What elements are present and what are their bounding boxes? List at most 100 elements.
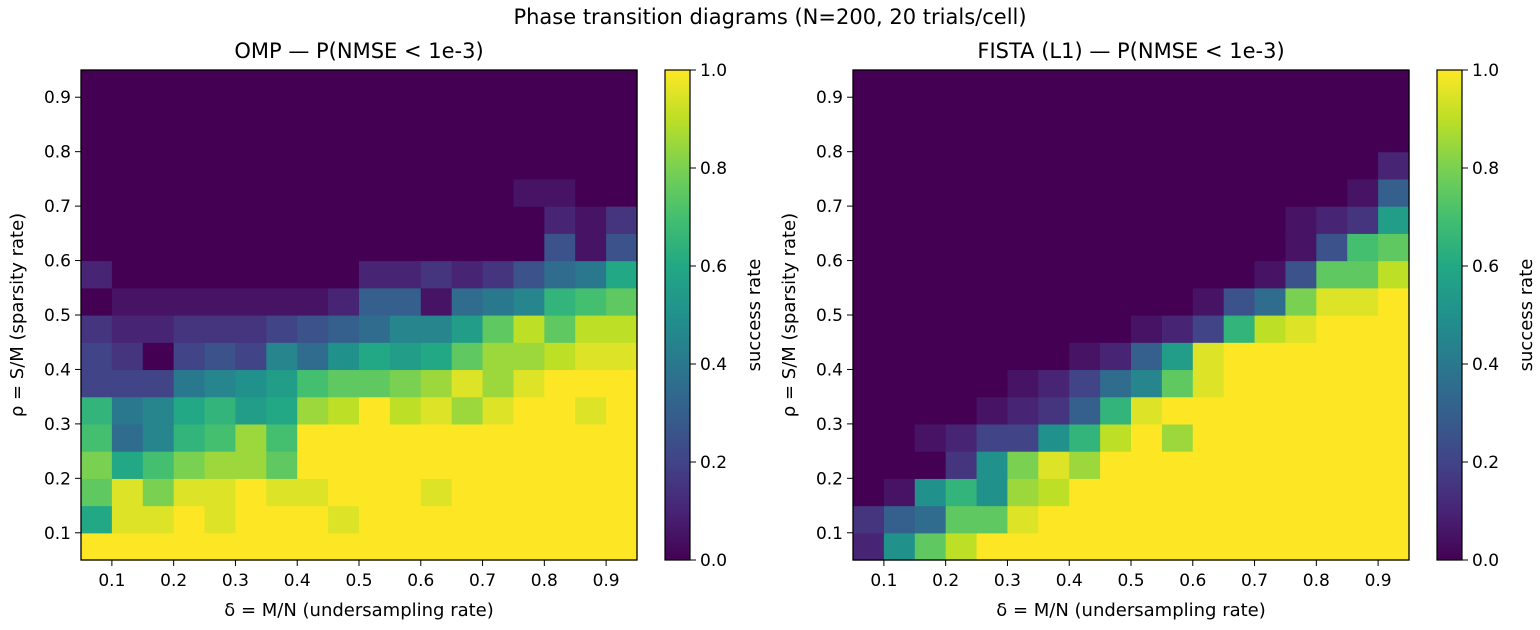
- heatmap-cell: [389, 178, 422, 207]
- heatmap-cell: [1316, 124, 1348, 153]
- heatmap-cell: [575, 233, 607, 262]
- y-tick-label: 0.7: [44, 197, 71, 217]
- heatmap-cell: [853, 532, 885, 561]
- heatmap-cell: [173, 396, 206, 425]
- y-tick-label: 0.2: [44, 469, 71, 489]
- heatmap-cell: [235, 260, 267, 289]
- heatmap-cell: [883, 396, 916, 425]
- x-tick-label: 0.6: [1179, 571, 1206, 591]
- heatmap-cell: [81, 396, 113, 425]
- heatmap-cell: [173, 70, 206, 98]
- heatmap-cell: [266, 532, 298, 561]
- heatmap-cell: [1038, 178, 1070, 207]
- heatmap-cell: [359, 178, 391, 207]
- heatmap-cell: [1223, 342, 1256, 371]
- heatmap-cell: [1038, 151, 1070, 180]
- heatmap-cell: [451, 451, 484, 479]
- heatmap-cell: [1161, 260, 1194, 289]
- heatmap-cell: [204, 423, 237, 452]
- heatmap-cell: [1007, 451, 1039, 479]
- heatmap-cell: [389, 451, 422, 479]
- heatmap-cell: [575, 451, 607, 479]
- heatmap-cell: [1131, 233, 1163, 262]
- heatmap-cell: [204, 396, 237, 425]
- heatmap-cell: [1254, 260, 1287, 289]
- heatmap-cell: [544, 478, 576, 507]
- heatmap-cell: [853, 423, 885, 452]
- heatmap-cell: [1069, 505, 1101, 534]
- heatmap-cell: [513, 233, 545, 262]
- heatmap-cell: [1254, 97, 1287, 126]
- heatmap-cell: [1038, 206, 1070, 234]
- heatmap-cell: [266, 478, 298, 507]
- heatmap-cell: [1316, 342, 1348, 371]
- heatmap-cell: [328, 342, 360, 371]
- heatmap-cell: [389, 532, 422, 561]
- heatmap-cell: [1285, 151, 1317, 180]
- heatmap-cell: [111, 124, 144, 153]
- heatmap-cell: [976, 70, 1009, 98]
- heatmap-cell: [451, 206, 484, 234]
- heatmap-cell: [1378, 369, 1410, 398]
- heatmap-cell: [945, 505, 978, 534]
- heatmap-cell: [1161, 97, 1194, 126]
- heatmap-cell: [482, 451, 515, 479]
- heatmap-cell: [1223, 451, 1256, 479]
- y-tick-label: 0.3: [816, 415, 843, 435]
- heatmap-cell: [1192, 206, 1225, 234]
- heatmap-cell: [359, 478, 391, 507]
- heatmap-cell: [883, 478, 916, 507]
- heatmap-cell: [142, 178, 175, 207]
- y-axis-label: ρ = S/M (sparsity rate): [779, 213, 800, 417]
- heatmap-cell: [1347, 287, 1379, 316]
- heatmap-cell: [914, 396, 947, 425]
- heatmap-cell: [1100, 342, 1132, 371]
- heatmap-cell: [142, 505, 175, 534]
- heatmap-cell: [204, 178, 237, 207]
- heatmap-cell: [328, 124, 360, 153]
- heatmap-cell: [1100, 396, 1132, 425]
- heatmap-cell: [142, 396, 175, 425]
- heatmap-cell: [513, 532, 545, 561]
- heatmap-cell: [389, 151, 422, 180]
- heatmap-cell: [914, 315, 947, 343]
- heatmap-cell: [420, 287, 453, 316]
- heatmap-cell: [389, 478, 422, 507]
- heatmap-cell: [389, 423, 422, 452]
- heatmap-cell: [451, 97, 484, 126]
- heatmap-cell: [204, 260, 237, 289]
- fista-panel: FISTA (L1) — P(NMSE < 1e-3) 0.1 0.2 0.3 0.4 0…: [779, 39, 1537, 621]
- heatmap-cell: [606, 151, 638, 180]
- heatmap-cell: [1131, 178, 1163, 207]
- heatmap-cell: [1347, 206, 1379, 234]
- heatmap-cell: [235, 70, 267, 98]
- heatmap-cell: [606, 532, 638, 561]
- heatmap-cell: [1131, 505, 1163, 534]
- heatmap-cell: [142, 532, 175, 561]
- heatmap-cell: [1316, 97, 1348, 126]
- heatmap-cell: [482, 315, 515, 343]
- heatmap-cell: [1131, 369, 1163, 398]
- heatmap-cell: [81, 478, 113, 507]
- heatmap-cell: [1378, 233, 1410, 262]
- heatmap-cell: [81, 532, 113, 561]
- heatmap-cell: [420, 451, 453, 479]
- heatmap-cell: [976, 423, 1009, 452]
- heatmap-cell: [1100, 178, 1132, 207]
- heatmap-cell: [1192, 233, 1225, 262]
- colorbar-tick-label: 0.8: [700, 159, 727, 179]
- heatmap-cell: [204, 451, 237, 479]
- heatmap-cell: [266, 505, 298, 534]
- colorbar-tick-label: 1.0: [1472, 61, 1499, 81]
- heatmap-cell: [482, 206, 515, 234]
- heatmap-cell: [235, 287, 267, 316]
- heatmap-cell: [297, 315, 329, 343]
- heatmap-cell: [976, 532, 1009, 561]
- heatmap-cell: [235, 97, 267, 126]
- heatmap-cell: [142, 287, 175, 316]
- heatmap-cell: [1069, 206, 1101, 234]
- heatmap-cell: [1038, 369, 1070, 398]
- heatmap-cell: [1069, 315, 1101, 343]
- heatmap-cell: [914, 342, 947, 371]
